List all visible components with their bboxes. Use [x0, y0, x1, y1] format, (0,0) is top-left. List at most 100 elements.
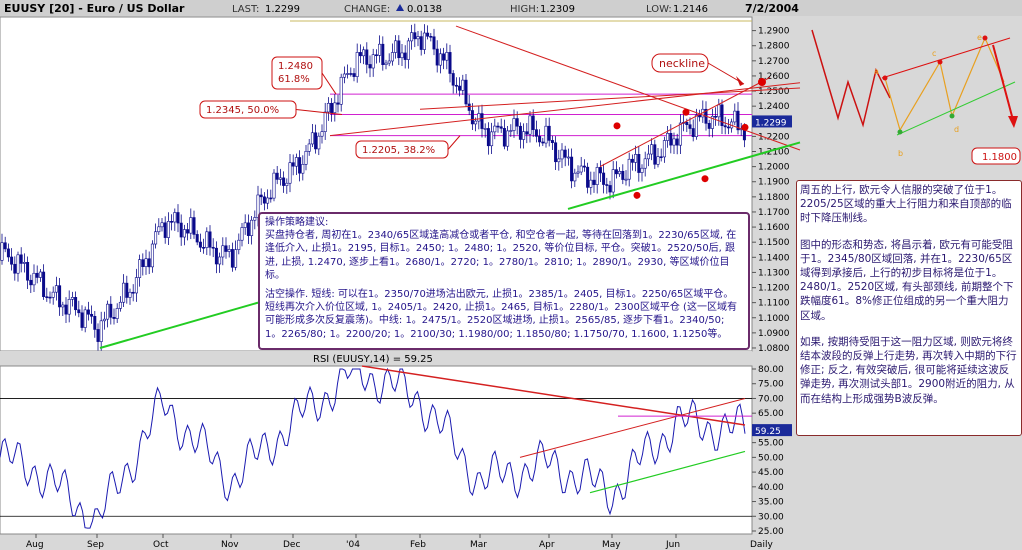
candle: [483, 123, 487, 138]
rsi-tick-label: 70.00: [758, 394, 784, 404]
wave-red-path: [811, 29, 891, 128]
candle: [61, 301, 65, 317]
candle: [477, 105, 481, 130]
candle: [659, 148, 663, 162]
candle: [147, 251, 151, 275]
commentary-p3: 如果, 按期待受阻于这一阻力区域, 则欧元将终结本波段的反弹上行走势, 再次转入…: [800, 335, 1017, 405]
candle: [496, 122, 500, 133]
candle: [310, 124, 314, 148]
candle: [160, 217, 164, 232]
candle: [381, 36, 385, 71]
candle: [250, 216, 254, 245]
candle: [128, 288, 132, 305]
candle: [224, 237, 228, 259]
x-tick-label: Nov: [221, 540, 239, 550]
fib-382-callout: 1.2205, 38.2%: [355, 135, 461, 159]
candle: [355, 43, 359, 83]
x-tick-label: Daily: [750, 540, 773, 550]
price-tick-label: 1.2100: [758, 148, 790, 158]
candle: [240, 223, 244, 247]
candle: [582, 159, 586, 172]
candle: [637, 146, 641, 182]
wave-label-a: a: [874, 67, 879, 76]
price-tick-label: 1.0900: [758, 329, 790, 339]
candle: [509, 124, 513, 137]
candle: [650, 138, 654, 161]
candle: [419, 30, 423, 56]
candle: [643, 151, 647, 177]
rsi-upper-channel: [519, 397, 746, 458]
candle: [413, 23, 417, 48]
rsi-tick-label: 50.00: [758, 453, 784, 463]
candle: [234, 240, 238, 271]
candle: [528, 111, 532, 143]
candle: [51, 286, 55, 305]
candle: [13, 256, 17, 281]
candle: [464, 74, 468, 108]
candle: [470, 103, 474, 130]
candle: [576, 165, 580, 178]
candle: [602, 163, 606, 194]
candle: [678, 114, 682, 155]
price-tick-label: 1.2400: [758, 102, 790, 112]
rsi-tick-label: 40.00: [758, 483, 784, 493]
candle: [86, 301, 90, 321]
candle: [691, 119, 695, 142]
candle: [522, 123, 526, 149]
candle: [106, 300, 110, 328]
candle: [394, 35, 398, 59]
candle: [525, 123, 529, 144]
candle: [515, 111, 519, 135]
strategy-short: 沽空操作. 短线: 可以在1。2350/70进场沽出欧元, 止损1。2385/1…: [265, 289, 737, 340]
callout-text: 1.2480: [278, 61, 313, 72]
callout-text: 1.2205, 38.2%: [362, 145, 435, 156]
price-tick-label: 1.2900: [758, 27, 790, 37]
candle: [326, 97, 330, 121]
wave-drop-line: [992, 44, 1014, 121]
candle: [230, 242, 234, 272]
price-tick-label: 1.1900: [758, 178, 790, 188]
rsi-tick-label: 30.00: [758, 512, 784, 522]
price-tick-label: 1.1600: [758, 223, 790, 233]
candle: [192, 210, 196, 239]
candle: [595, 163, 599, 194]
price-tick-label: 1.1500: [758, 238, 790, 248]
candle: [365, 42, 369, 74]
candle: [640, 164, 644, 182]
candle: [586, 162, 590, 194]
candle: [714, 107, 718, 126]
strategy-note: 操作策略建议: 买盘持仓者, 周初在1。2340/65区域逢高减仓或者平仓, 和…: [258, 212, 750, 350]
candle: [486, 122, 490, 155]
x-tick-label: Aug: [26, 540, 44, 550]
current-rsi-box: [752, 424, 792, 437]
price-tick-label: 1.1300: [758, 268, 790, 278]
rsi-tick-label: 45.00: [758, 468, 784, 478]
candle: [579, 156, 583, 176]
candle: [202, 238, 206, 254]
candle: [368, 55, 372, 78]
candle: [550, 135, 554, 151]
wave-label-c: c: [932, 49, 936, 58]
candle: [422, 24, 426, 55]
candle: [218, 252, 222, 273]
candle: [266, 189, 270, 210]
x-tick-label: '04: [346, 540, 360, 550]
commentary-note: 周五的上行, 欧元令人信服的突破了位于1。2205/25区域的重大上行阻力和来自…: [796, 180, 1022, 436]
neckline-callout: neckline: [651, 53, 745, 86]
candle: [195, 230, 199, 246]
candle: [387, 53, 391, 67]
candle: [157, 218, 161, 235]
candle: [227, 245, 231, 258]
candle: [624, 170, 628, 186]
candle: [358, 44, 362, 64]
candle: [573, 168, 577, 188]
wave-orange-path: [884, 36, 1005, 132]
candle: [330, 98, 334, 122]
candle: [352, 68, 356, 82]
candle: [675, 133, 679, 155]
candle: [115, 303, 119, 324]
candle: [621, 164, 625, 185]
wave-drop-arrow-icon: [1008, 116, 1018, 128]
low-value: 1.2146: [673, 4, 708, 15]
candle: [400, 44, 404, 67]
